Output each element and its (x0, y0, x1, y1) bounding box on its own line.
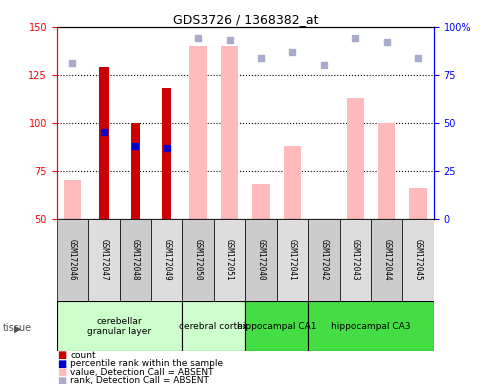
Bar (371, 219, 402, 301)
Bar (189, 46, 207, 219)
Bar (221, 46, 238, 219)
Bar (182, 301, 245, 351)
Title: GDS3726 / 1368382_at: GDS3726 / 1368382_at (173, 13, 318, 26)
Bar (402, 219, 434, 301)
Bar (131, 123, 140, 219)
Text: value, Detection Call = ABSENT: value, Detection Call = ABSENT (70, 367, 214, 377)
Text: GSM172040: GSM172040 (256, 239, 266, 281)
Text: GSM172047: GSM172047 (99, 239, 108, 281)
Text: GSM172042: GSM172042 (319, 239, 328, 281)
Text: ■: ■ (57, 359, 66, 369)
Text: count: count (70, 351, 96, 360)
Bar (119, 219, 151, 301)
Bar (245, 219, 277, 301)
Bar (347, 98, 364, 219)
Text: ▶: ▶ (14, 323, 21, 333)
Bar (99, 67, 108, 219)
Text: percentile rank within the sample: percentile rank within the sample (70, 359, 224, 368)
Bar (57, 301, 182, 351)
Text: GSM172049: GSM172049 (162, 239, 171, 281)
Bar (57, 219, 88, 301)
Bar (284, 146, 301, 219)
Bar (214, 219, 246, 301)
Text: tissue: tissue (2, 323, 32, 333)
Text: ■: ■ (57, 367, 66, 377)
Bar (64, 180, 81, 219)
Bar (245, 301, 308, 351)
Text: hippocampal CA3: hippocampal CA3 (331, 322, 411, 331)
Text: ■: ■ (57, 376, 66, 384)
Bar (252, 184, 270, 219)
Text: ■: ■ (57, 350, 66, 360)
Bar (340, 219, 371, 301)
Text: GSM172046: GSM172046 (68, 239, 77, 281)
Bar (308, 301, 434, 351)
Text: GSM172048: GSM172048 (131, 239, 140, 281)
Text: GSM172044: GSM172044 (382, 239, 391, 281)
Bar (151, 219, 182, 301)
Bar (277, 219, 308, 301)
Text: hippocampal CA1: hippocampal CA1 (237, 322, 317, 331)
Bar (182, 219, 214, 301)
Bar (410, 188, 427, 219)
Text: cerebellar
granular layer: cerebellar granular layer (87, 317, 152, 336)
Bar (378, 123, 395, 219)
Bar (308, 219, 340, 301)
Text: GSM172050: GSM172050 (194, 239, 203, 281)
Text: GSM172051: GSM172051 (225, 239, 234, 281)
Text: GSM172041: GSM172041 (288, 239, 297, 281)
Text: GSM172045: GSM172045 (414, 239, 423, 281)
Text: rank, Detection Call = ABSENT: rank, Detection Call = ABSENT (70, 376, 210, 384)
Bar (162, 88, 172, 219)
Text: GSM172043: GSM172043 (351, 239, 360, 281)
Bar (88, 219, 119, 301)
Text: cerebral cortex: cerebral cortex (179, 322, 248, 331)
